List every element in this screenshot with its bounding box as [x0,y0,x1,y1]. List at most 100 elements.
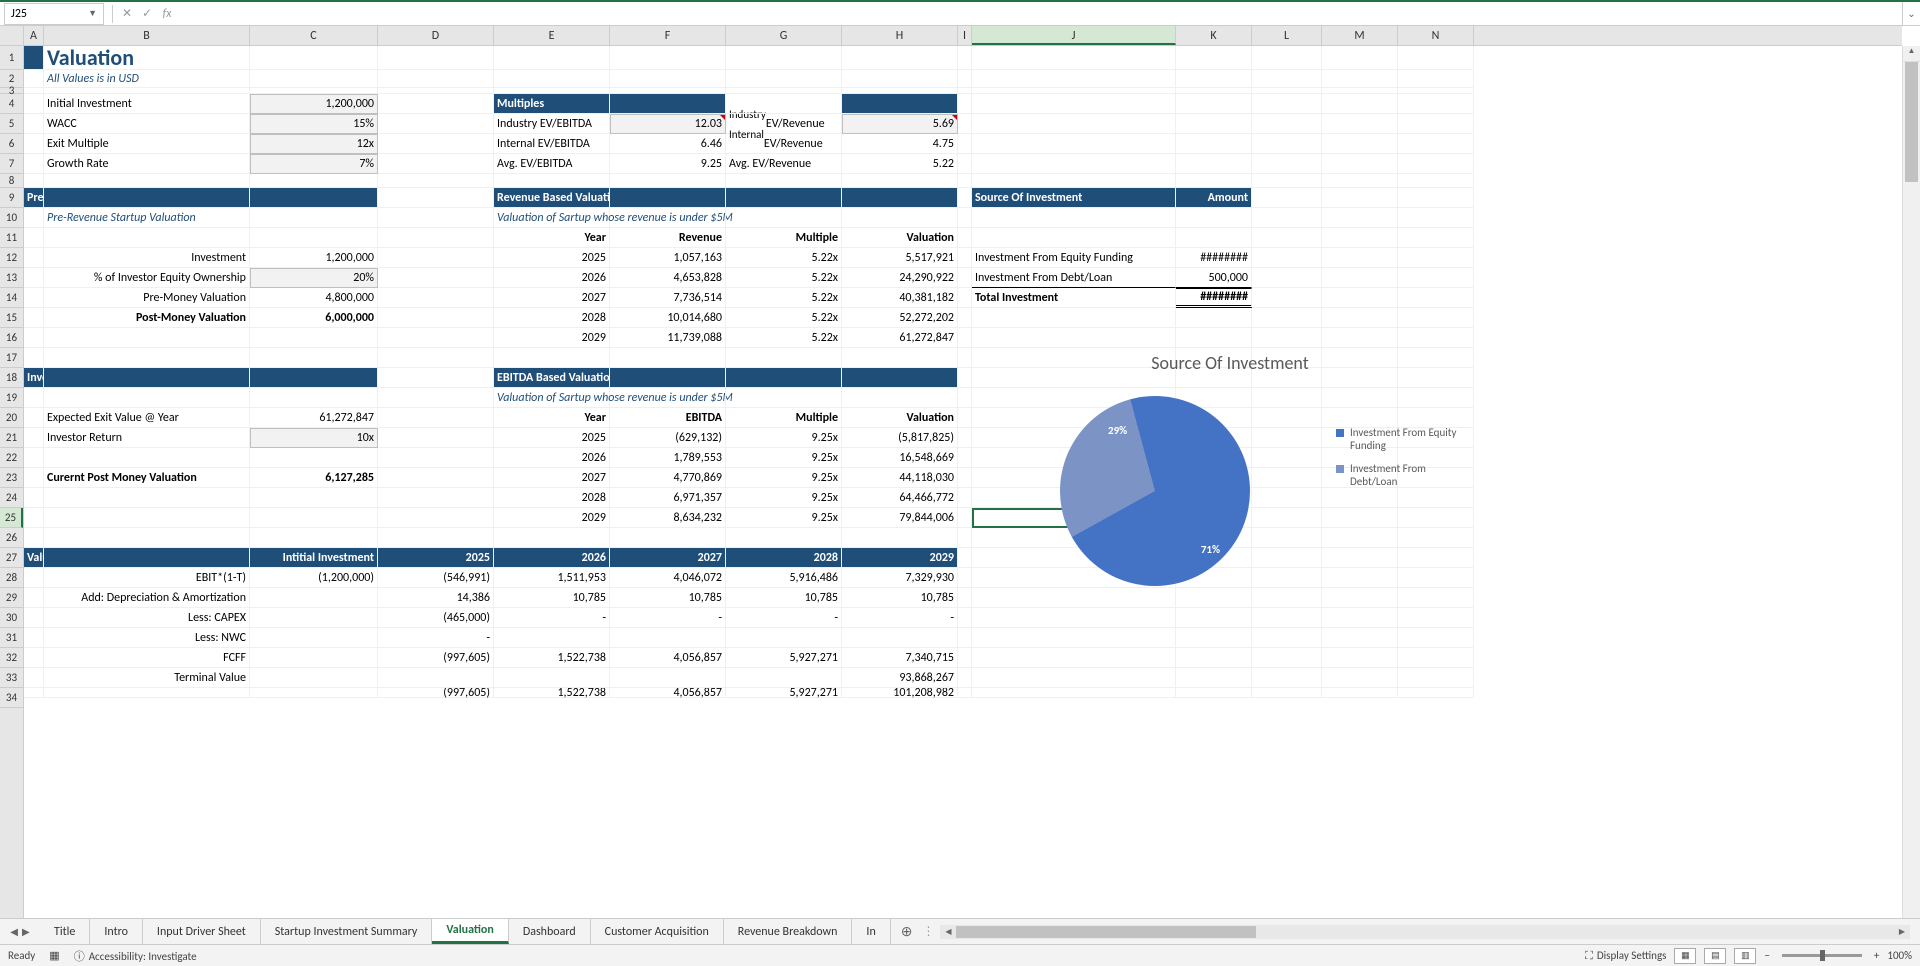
cell[interactable] [24,688,44,698]
cell[interactable]: 1,522,738 [494,648,610,668]
cell[interactable] [1176,154,1252,174]
cell[interactable] [958,568,972,588]
cell[interactable] [378,528,494,548]
cell[interactable]: Pre-Money Valuation [44,288,250,308]
cell[interactable] [24,568,44,588]
row-header[interactable]: 22 [0,448,23,468]
cell[interactable] [972,174,1176,188]
cell[interactable]: 1,789,553 [610,448,726,468]
cell[interactable]: 4,653,828 [610,268,726,288]
row-header[interactable]: 8 [0,174,23,188]
cell[interactable] [250,588,378,608]
name-box-dropdown-icon[interactable]: ▼ [88,8,97,19]
cell[interactable] [958,368,972,388]
cell[interactable] [24,588,44,608]
row-header[interactable]: 23 [0,468,23,488]
sheet-tab[interactable]: Startup Investment Summary [261,919,433,944]
cell[interactable] [958,548,972,568]
cell[interactable]: 6,971,357 [610,488,726,508]
row-header[interactable]: 7 [0,154,23,174]
scroll-right-icon[interactable]: ▶ [1894,927,1910,937]
cell[interactable]: Valuation [842,408,958,428]
cell[interactable] [378,188,494,208]
cell[interactable]: FCFF [44,648,250,668]
cell[interactable]: 8,634,232 [610,508,726,528]
cell[interactable]: 101,208,982 [842,688,958,698]
cell[interactable] [958,388,972,408]
cell[interactable]: 5.22x [726,248,842,268]
cell[interactable]: 2026 [494,548,610,568]
cell[interactable]: 20% [250,268,378,288]
tab-nav[interactable]: ◀▶ [0,925,40,938]
cell[interactable]: (5,817,825) [842,428,958,448]
cell[interactable]: Valuaton Using DCF Model [24,548,44,568]
cell[interactable] [44,348,250,368]
cell[interactable] [1322,134,1398,154]
cell[interactable]: 5,927,271 [726,688,842,698]
cell[interactable] [44,548,250,568]
cell[interactable] [842,348,958,368]
formula-expand-icon[interactable]: ⌄ [1902,2,1920,25]
cell[interactable]: 1,057,163 [610,248,726,268]
cell[interactable] [1398,46,1474,70]
cell[interactable] [24,608,44,628]
cell[interactable] [1398,228,1474,248]
cell[interactable] [1252,70,1322,88]
cell[interactable] [1398,308,1474,328]
cell[interactable] [1252,154,1322,174]
cell[interactable] [958,688,972,698]
cell[interactable] [1252,268,1322,288]
cell[interactable] [972,308,1176,328]
cell[interactable] [44,508,250,528]
sheet-tab[interactable]: Title [40,919,90,944]
cell[interactable]: 9.25x [726,448,842,468]
cell[interactable] [972,134,1176,154]
cell[interactable] [250,608,378,628]
cell[interactable] [1322,308,1398,328]
cell[interactable] [958,668,972,688]
sheet-tab[interactable]: In [852,919,890,944]
cell[interactable] [610,628,726,648]
cell[interactable]: 4,770,869 [610,468,726,488]
cell[interactable] [1322,70,1398,88]
cell[interactable] [24,114,44,134]
cell[interactable] [1252,688,1322,698]
column-header[interactable]: G [726,26,842,45]
sheet-tab[interactable]: Intro [90,919,143,944]
cell[interactable] [726,208,842,228]
cell[interactable]: - [842,608,958,628]
cell[interactable]: 7,329,930 [842,568,958,588]
cell[interactable] [1176,328,1252,348]
cell[interactable] [378,114,494,134]
cell[interactable] [610,388,726,408]
cell[interactable]: 2028 [726,548,842,568]
cell[interactable]: 2027 [494,288,610,308]
row-header[interactable]: 6 [0,134,23,154]
column-header[interactable]: H [842,26,958,45]
cell[interactable] [378,388,494,408]
cell[interactable]: Terminal Value [44,668,250,688]
cell[interactable]: (997,605) [378,648,494,668]
cell[interactable]: 5.22x [726,308,842,328]
cell[interactable]: 93,868,267 [842,668,958,688]
cell[interactable]: 61,272,847 [250,408,378,428]
cell[interactable]: Total Investment [972,288,1176,308]
row-header[interactable]: 26 [0,528,23,548]
cell[interactable] [1252,174,1322,188]
cell[interactable]: 5,517,921 [842,248,958,268]
formula-input[interactable] [177,3,1902,25]
cell[interactable]: 10,785 [842,588,958,608]
cell[interactable] [842,94,958,114]
cell[interactable]: 2029 [494,328,610,348]
cell[interactable] [958,188,972,208]
cell[interactable] [378,668,494,688]
cell[interactable] [726,174,842,188]
cell[interactable] [1398,288,1474,308]
cell[interactable] [24,70,44,88]
cell[interactable]: 9.25x [726,428,842,448]
cell[interactable]: Pre vs Post Money Valuation (Based on In… [24,188,44,208]
cell[interactable] [1176,228,1252,248]
zoom-out-button[interactable]: − [1764,949,1769,962]
cell[interactable] [1252,134,1322,154]
cell[interactable] [1398,668,1474,688]
